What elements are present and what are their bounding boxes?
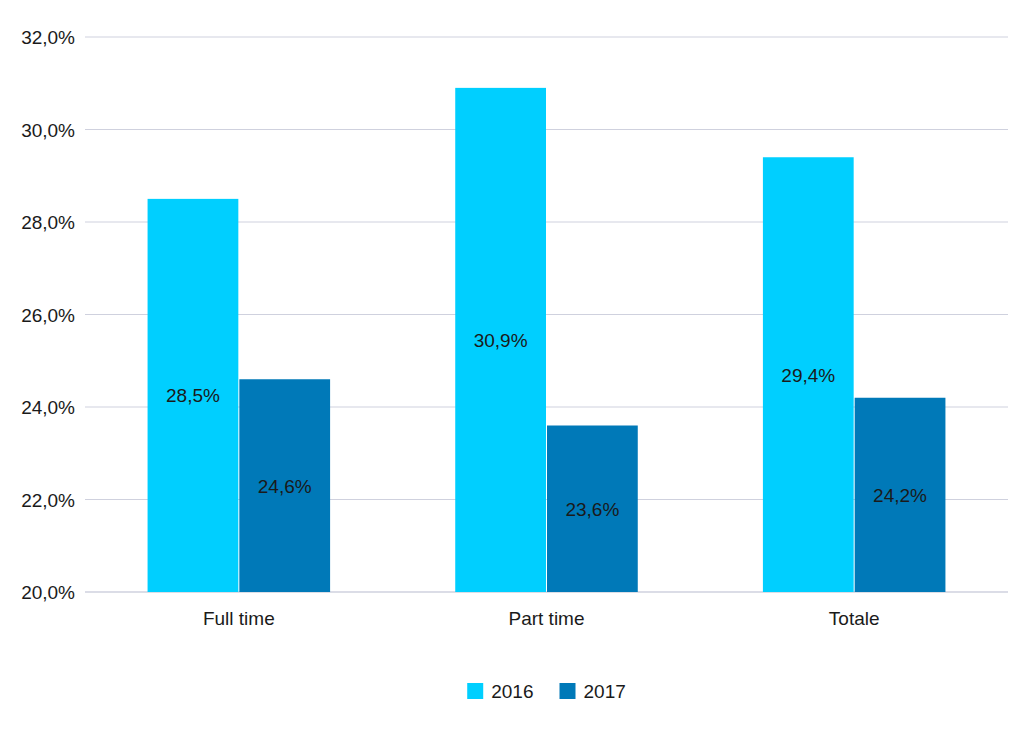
data-labels: 28,5% 24,6% 30,9% 23,6% 29,4% 24,2%	[166, 330, 927, 520]
legend-swatch	[560, 683, 576, 699]
bar	[239, 379, 330, 592]
data-label: 24,6%	[258, 476, 312, 497]
data-label: 29,4%	[781, 365, 835, 386]
grid-line	[85, 129, 1008, 130]
grid-line	[85, 37, 1008, 38]
data-label: 30,9%	[474, 330, 528, 351]
legend: 2016 2017	[467, 681, 626, 702]
data-label: 23,6%	[565, 499, 619, 520]
x-tick-label: Totale	[829, 608, 880, 629]
y-tick-label: 32,0%	[21, 27, 75, 48]
bars	[148, 88, 946, 592]
legend-label: 2016	[491, 681, 533, 702]
y-tick-label: 28,0%	[21, 212, 75, 233]
legend-label: 2017	[584, 681, 626, 702]
x-tick-label: Full time	[203, 608, 275, 629]
data-label: 24,2%	[873, 485, 927, 506]
bar	[855, 398, 946, 592]
chart: 20,0% 22,0% 24,0% 26,0% 28,0% 30,0% 32,0% 28,5%…	[0, 0, 1024, 734]
y-tick-label: 24,0%	[21, 397, 75, 418]
bar	[547, 426, 638, 593]
legend-swatch	[467, 683, 483, 699]
data-label: 28,5%	[166, 385, 220, 406]
y-tick-label: 26,0%	[21, 305, 75, 326]
x-tick-label: Part time	[508, 608, 584, 629]
y-tick-label: 20,0%	[21, 582, 75, 603]
bar	[148, 199, 239, 592]
y-tick-label: 30,0%	[21, 120, 75, 141]
bar	[763, 157, 854, 592]
bar	[455, 88, 546, 592]
grid	[85, 37, 1008, 592]
y-tick-label: 22,0%	[21, 490, 75, 511]
